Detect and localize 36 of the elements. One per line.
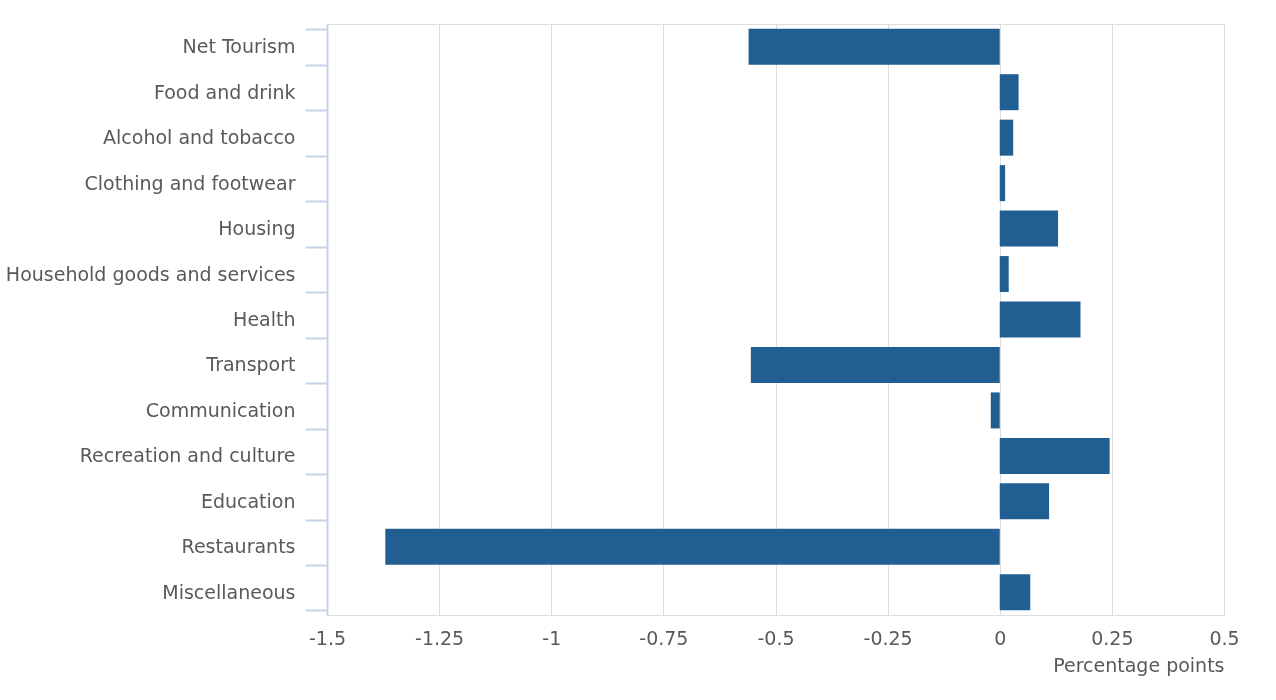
bar [999, 574, 1031, 611]
y-tick-label: Education [200, 489, 296, 512]
y-tick-label: Health [233, 308, 296, 330]
bar [999, 74, 1019, 111]
bar [999, 256, 1009, 293]
y-tick-label: Net Tourism [182, 35, 296, 58]
bar [999, 437, 1110, 474]
y-tick-label: Household goods and services [5, 262, 296, 285]
x-tick-label: 0 [994, 626, 1007, 649]
x-tick-label: -0.5 [757, 626, 795, 649]
bar [999, 301, 1081, 338]
x-tick-label: -1.5 [308, 626, 347, 649]
y-tick-label: Transport [205, 353, 296, 376]
bar [385, 528, 1000, 565]
y-tick-label: Communication [145, 398, 296, 421]
x-tick-label: -1 [542, 626, 562, 649]
y-tick-label: Restaurants [181, 535, 296, 558]
bar [999, 119, 1014, 156]
bar [750, 346, 1000, 383]
bar [999, 210, 1059, 247]
y-tick-label: Housing [218, 217, 296, 240]
x-axis-title: Percentage points [1053, 653, 1225, 676]
bar [990, 392, 1000, 429]
bar [748, 28, 1000, 65]
x-tick-label: 0.5 [1209, 626, 1240, 649]
x-tick-label: -0.75 [639, 626, 689, 649]
y-tick-label: Clothing and footwear [84, 171, 296, 194]
bar [999, 165, 1006, 202]
y-tick-label: Alcohol and tobacco [103, 126, 296, 149]
y-tick-label: Recreation and culture [79, 444, 296, 467]
y-tick-label: Food and drink [153, 80, 296, 103]
x-tick-label: 0.25 [1091, 626, 1134, 649]
x-tick-label: -0.25 [863, 626, 913, 649]
bar [999, 483, 1050, 520]
y-tick-label: Miscellaneous [162, 580, 296, 603]
x-tick-label: -1.25 [415, 626, 465, 649]
